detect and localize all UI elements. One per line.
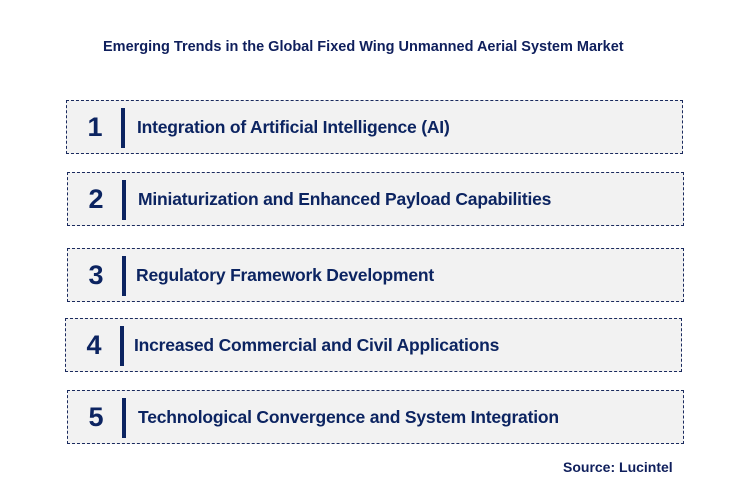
trend-number: 1 <box>87 111 103 142</box>
trend-number: 4 <box>86 329 102 360</box>
trend-item-5: 5 Technological Convergence and System I… <box>67 390 684 444</box>
trend-label: Miniaturization and Enhanced Payload Cap… <box>138 188 552 209</box>
divider-bar <box>122 180 126 220</box>
trend-label: Integration of Artificial Intelligence (… <box>137 116 450 137</box>
trend-label: Increased Commercial and Civil Applicati… <box>134 334 500 355</box>
trend-item-2: 2 Miniaturization and Enhanced Payload C… <box>67 172 684 226</box>
divider-bar <box>121 108 125 148</box>
trend-item-1: 1 Integration of Artificial Intelligence… <box>66 100 683 154</box>
trend-number: 2 <box>88 183 104 214</box>
diagram-title: Emerging Trends in the Global Fixed Wing… <box>103 39 624 55</box>
source-note: Source: Lucintel <box>563 459 673 475</box>
divider-bar <box>122 256 126 296</box>
trend-label: Regulatory Framework Development <box>136 264 434 285</box>
divider-bar <box>122 398 126 438</box>
trend-label: Technological Convergence and System Int… <box>138 406 559 427</box>
trend-item-3: 3 Regulatory Framework Development <box>67 248 684 302</box>
divider-bar <box>120 326 124 366</box>
trend-number: 5 <box>88 401 104 432</box>
trend-number: 3 <box>88 259 104 290</box>
trend-item-4: 4 Increased Commercial and Civil Applica… <box>65 318 682 372</box>
